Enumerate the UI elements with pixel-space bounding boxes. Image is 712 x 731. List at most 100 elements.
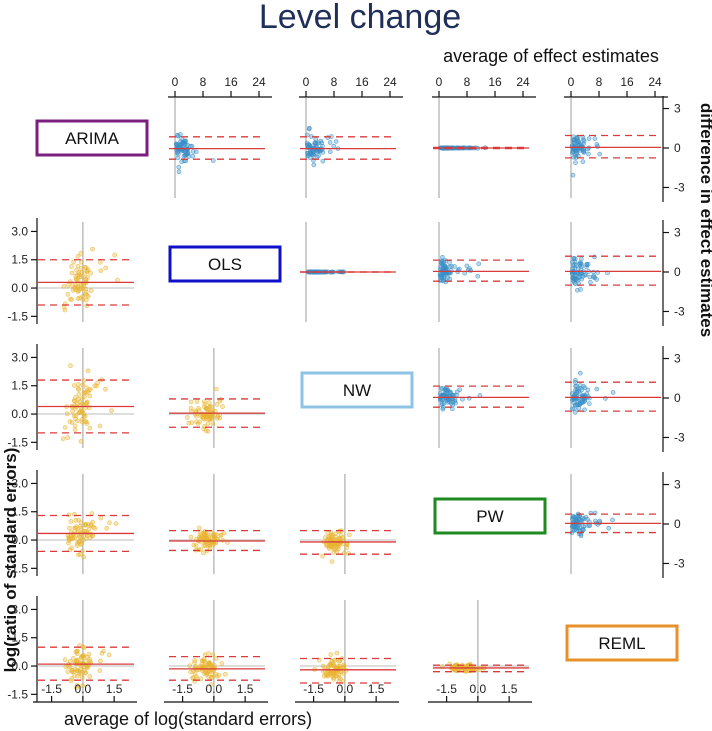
method-label-text: PW (476, 507, 503, 526)
bottom-axis-tick-label: 0.0 (470, 682, 487, 696)
data-point (578, 266, 584, 272)
data-point (570, 406, 575, 412)
data-point (441, 405, 446, 410)
data-point (592, 136, 598, 141)
data-point (449, 263, 454, 269)
lower-panel (169, 348, 265, 448)
data-point (200, 415, 206, 421)
lower-panel (300, 600, 396, 700)
data-point (79, 417, 85, 422)
data-point (94, 383, 99, 389)
data-point (582, 272, 588, 278)
method-label-box (565, 624, 679, 662)
data-point (185, 151, 190, 157)
upper-panel (169, 98, 265, 198)
data-point (346, 532, 352, 538)
data-point (75, 667, 80, 673)
data-point (115, 277, 120, 283)
data-point (328, 652, 334, 657)
data-point (103, 386, 108, 392)
data-point (87, 674, 93, 679)
data-point (341, 664, 347, 669)
data-point (203, 530, 208, 536)
data-point (85, 368, 91, 374)
data-point (216, 673, 222, 678)
data-point (87, 425, 93, 431)
data-point (326, 664, 331, 669)
data-point (570, 276, 576, 281)
data-point (83, 522, 88, 528)
data-point (572, 256, 578, 262)
data-point (327, 149, 333, 155)
method-label-text: NW (343, 381, 371, 400)
data-point (90, 519, 95, 525)
top-axis-tick-label: 16 (488, 75, 502, 89)
data-point (577, 527, 583, 533)
data-point (70, 287, 76, 293)
upper-panel (565, 222, 661, 322)
data-point (77, 399, 83, 405)
data-point (200, 658, 205, 664)
upper-panel (433, 348, 529, 448)
data-point (79, 671, 84, 677)
right-axis-tick-label: 3 (674, 352, 681, 366)
bottom-axis-tick-label: 1.5 (106, 682, 123, 696)
right-y-axis: 3 0 -3 (662, 96, 685, 202)
right-axis-tick-label: 0 (674, 391, 681, 405)
data-point (570, 266, 575, 272)
data-point (591, 273, 597, 279)
data-point (79, 675, 85, 680)
right-axis-tick-label: 3 (674, 478, 681, 492)
left-y-axis: 3.0 1.5 0.0 -1.5 (7, 218, 38, 324)
bottom-axis-tick-label: 1.5 (237, 682, 254, 696)
data-point (213, 656, 219, 661)
lower-panel (38, 222, 134, 322)
data-point (201, 426, 206, 432)
method-label-text: REML (598, 634, 645, 653)
data-point (610, 390, 616, 395)
data-point (90, 246, 95, 252)
data-point (214, 415, 220, 421)
data-point (572, 262, 577, 267)
data-point (176, 169, 182, 175)
data-point (65, 292, 71, 297)
data-point (587, 523, 593, 528)
data-point (67, 419, 73, 424)
data-point (340, 535, 346, 541)
data-point (311, 162, 317, 168)
data-point (97, 668, 103, 673)
method-label-arima: ARIMA (35, 119, 149, 157)
top-axis-tick-label: 0 (172, 75, 179, 89)
bottom-x-axis: -1.5 0.0 1.5 (295, 682, 399, 703)
method-label-pw: PW (433, 497, 547, 535)
right-axis-tick-label: -3 (674, 556, 685, 570)
data-point (69, 297, 74, 302)
data-point (83, 265, 89, 270)
data-point (197, 419, 202, 425)
method-label-text: ARIMA (65, 129, 120, 148)
data-point (446, 397, 451, 403)
data-point (584, 391, 590, 396)
data-point (327, 140, 333, 145)
data-point (444, 388, 450, 393)
top-axis-tick-label: 8 (331, 75, 338, 89)
data-point (77, 410, 82, 416)
data-point (81, 411, 87, 417)
right-axis-tick-label: -3 (674, 180, 685, 194)
data-point (572, 515, 577, 520)
panel-grid: 0 8 16 24 0 8 16 24 0 8 16 24 0 8 16 24 3 0 -3 3 0 -3 3 0 -3 3 0 -3… (7, 75, 685, 703)
method-label-box (300, 371, 414, 409)
data-point (213, 386, 219, 392)
data-point (188, 534, 194, 540)
upper-panel (565, 98, 661, 198)
data-point (606, 525, 612, 531)
data-point (75, 382, 81, 387)
lower-panel (300, 474, 396, 574)
lower-panel (169, 474, 265, 574)
data-point (81, 645, 87, 651)
data-point (66, 538, 72, 543)
data-point (69, 667, 75, 673)
data-point (76, 272, 82, 278)
data-point (192, 671, 198, 676)
data-point (331, 143, 336, 149)
